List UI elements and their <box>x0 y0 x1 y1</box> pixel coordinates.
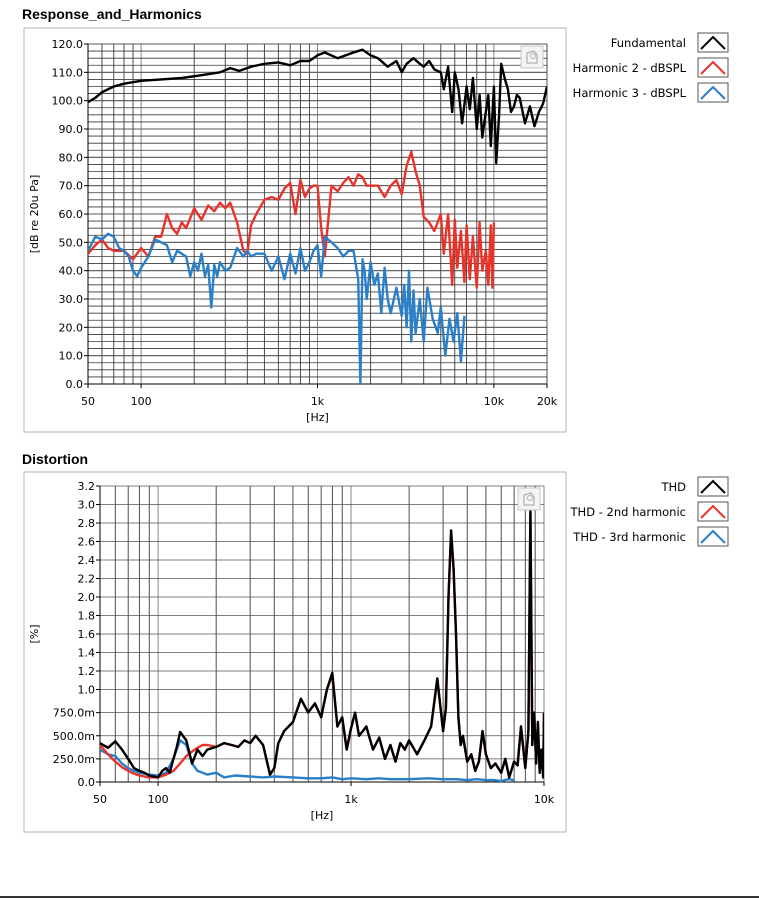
y-axis-label: [%] <box>28 624 41 643</box>
series-line-harmonic-3-dbspl <box>88 232 466 384</box>
legend-swatch[interactable] <box>697 501 729 522</box>
x-axis-label: [Hz] <box>311 809 334 822</box>
chart-title-distortion: Distortion <box>22 451 89 467</box>
y-tick-label: 500.0m <box>53 730 95 743</box>
x-tick-label: 50 <box>81 395 95 408</box>
y-tick-label: 70.0 <box>59 180 84 193</box>
legend-swatch-frame <box>697 526 729 547</box>
y-tick-label: 120.0 <box>52 38 84 51</box>
chart-0: 0.0 10.0 20.0 30.0 40.0 50.0 60.0 70.0 80.0 90.0 1… <box>23 27 729 433</box>
legend-swatch-frame <box>697 476 729 497</box>
legend-swatch-line <box>700 85 726 100</box>
y-tick-label: 2.8 <box>78 517 96 530</box>
legend-label: THD <box>660 480 686 494</box>
series-group <box>88 48 547 384</box>
y-tick-label: 0.0 <box>78 776 96 789</box>
y-tick-label: 10.0 <box>59 350 84 363</box>
graph-palette-icon[interactable] <box>520 45 544 69</box>
y-tick-label: 1.4 <box>78 647 96 660</box>
y-tick-label: 80.0 <box>59 151 84 164</box>
y-tick-label: 30.0 <box>59 293 84 306</box>
palette-icon-glyph <box>523 492 535 506</box>
grid <box>99 485 545 783</box>
legend-swatch-line <box>700 60 726 75</box>
palette-icon-glyph <box>526 50 538 64</box>
bottom-divider <box>0 896 759 898</box>
y-tick-label: 2.6 <box>78 536 96 549</box>
y-tick-label: 0.0 <box>66 378 84 391</box>
palette-icon-lens <box>527 495 533 501</box>
y-tick-label: 750.0m <box>53 707 95 720</box>
legend-swatch[interactable] <box>697 526 729 547</box>
y-tick-label: 1.8 <box>78 610 96 623</box>
y-tick-label: 1.0 <box>78 684 96 697</box>
legend-label: Harmonic 2 - dBSPL <box>573 61 687 75</box>
legend-swatch[interactable] <box>697 57 729 78</box>
y-tick-label: 20.0 <box>59 321 84 334</box>
legend-swatch-line <box>700 479 726 494</box>
x-tick-label: 20k <box>537 395 558 408</box>
x-axis-label: [Hz] <box>306 411 329 424</box>
y-tick-label: 2.4 <box>78 554 96 567</box>
legend-swatch-line <box>700 35 726 50</box>
x-tick-label: 10k <box>484 395 505 408</box>
legend-swatch-frame <box>697 57 729 78</box>
y-tick-label: 1.6 <box>78 628 96 641</box>
legend-swatch-frame <box>697 82 729 103</box>
chart-1: 0.0 250.0m 500.0m 750.0m 1.0 1.2 1.4 1.6 1.8 2.0 2… <box>23 471 729 833</box>
legend-swatch[interactable] <box>697 32 729 53</box>
legend-swatch-line <box>700 529 726 544</box>
legend: THD THD - 2nd harmonic THD - 3rd harmonic <box>570 476 729 547</box>
graph-palette-icon[interactable] <box>517 487 541 511</box>
legend-label: THD - 3rd harmonic <box>572 530 686 544</box>
legend-swatch[interactable] <box>697 476 729 497</box>
x-tick-label: 100 <box>131 395 152 408</box>
x-tick-label: 50 <box>93 793 107 806</box>
y-tick-label: 1.2 <box>78 665 96 678</box>
y-tick-label: 40.0 <box>59 265 84 278</box>
y-tick-label: 3.2 <box>78 480 96 493</box>
legend-label: THD - 2nd harmonic <box>570 505 686 519</box>
palette-icon-lens <box>530 53 536 59</box>
legend: Fundamental Harmonic 2 - dBSPL Harmonic 3 … <box>573 32 729 103</box>
y-tick-label: 250.0m <box>53 753 95 766</box>
y-axis-label: [dB re 20u Pa] <box>28 175 41 254</box>
legend-swatch-frame <box>697 501 729 522</box>
y-tick-label: 2.0 <box>78 591 96 604</box>
legend-label: Fundamental <box>611 36 686 50</box>
x-tick-label: 100 <box>148 793 169 806</box>
legend-swatch[interactable] <box>697 82 729 103</box>
palette-icon-frame <box>520 45 544 69</box>
chart-title-response: Response_and_Harmonics <box>22 6 202 22</box>
legend-label: Harmonic 3 - dBSPL <box>573 86 687 100</box>
x-tick-label: 10k <box>534 793 555 806</box>
y-tick-label: 100.0 <box>52 95 84 108</box>
series-line-thd <box>100 507 544 779</box>
legend-swatch-line <box>700 504 726 519</box>
legend-swatch-frame <box>697 32 729 53</box>
series-group <box>100 507 544 782</box>
palette-icon-frame <box>517 487 541 511</box>
series-line-fundamental <box>88 48 547 165</box>
x-tick-label: 1k <box>311 395 325 408</box>
y-tick-label: 90.0 <box>59 123 84 136</box>
y-tick-label: 50.0 <box>59 236 84 249</box>
x-tick-label: 1k <box>344 793 358 806</box>
y-tick-label: 2.2 <box>78 573 96 586</box>
series-line-harmonic-2-dbspl <box>88 150 496 289</box>
y-tick-label: 60.0 <box>59 208 84 221</box>
y-tick-label: 110.0 <box>52 66 84 79</box>
y-tick-label: 3.0 <box>78 499 96 512</box>
